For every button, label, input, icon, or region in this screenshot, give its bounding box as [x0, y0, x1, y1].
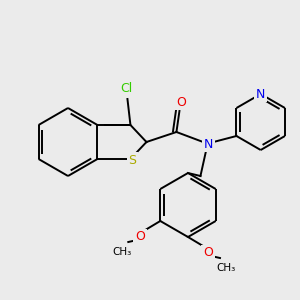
- Text: Cl: Cl: [120, 82, 133, 95]
- Text: O: O: [135, 230, 145, 244]
- Text: O: O: [176, 95, 186, 109]
- Text: S: S: [128, 154, 136, 166]
- Text: CH₃: CH₃: [113, 247, 132, 257]
- Text: N: N: [204, 137, 213, 151]
- Text: N: N: [256, 88, 266, 100]
- Text: O: O: [203, 247, 213, 260]
- Text: CH₃: CH₃: [216, 263, 236, 273]
